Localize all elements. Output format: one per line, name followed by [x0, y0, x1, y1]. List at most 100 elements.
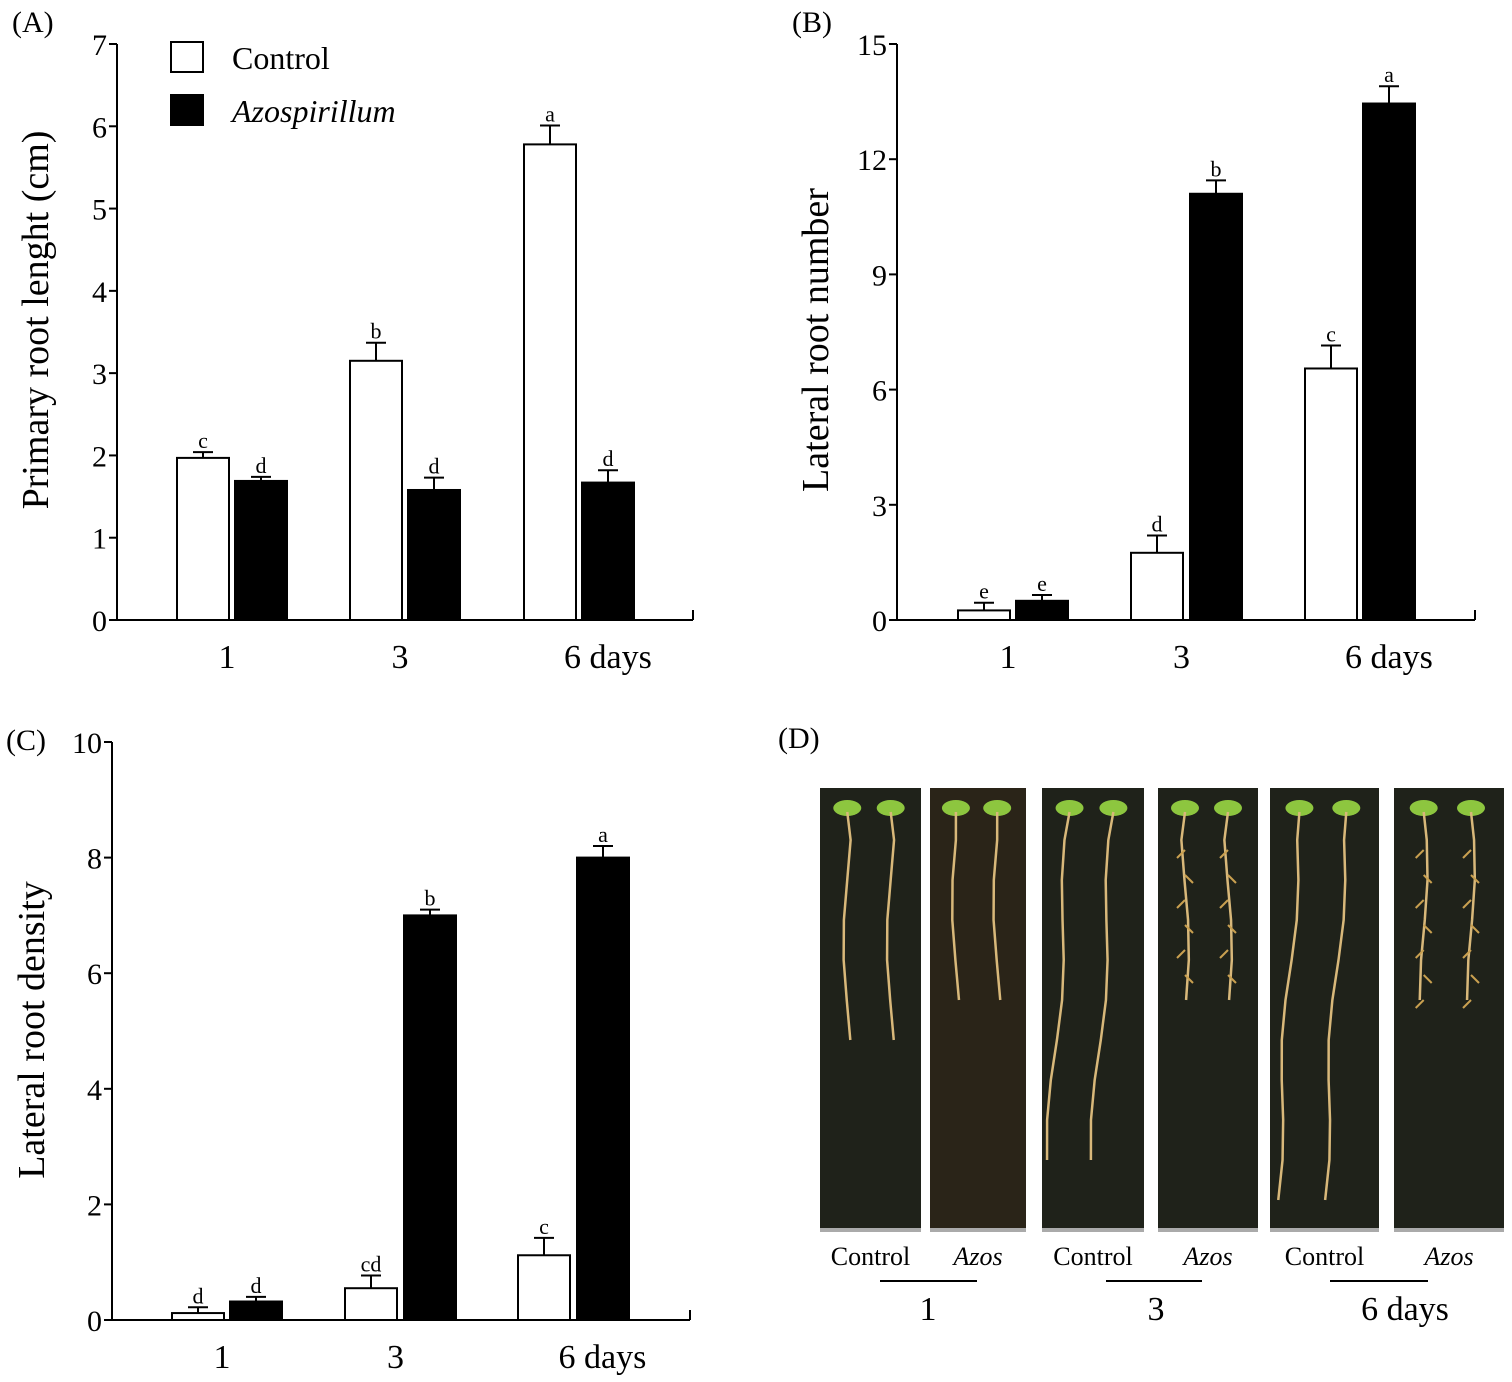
root	[1277, 811, 1301, 1201]
x-tick-label: 1	[1000, 639, 1017, 676]
seedling-photo	[930, 788, 1026, 1232]
significance-letter: c	[1326, 321, 1336, 346]
photo-background	[1270, 788, 1379, 1232]
y-tick-label: 0	[92, 605, 107, 638]
lateral-root	[1462, 949, 1472, 959]
cotyledon	[1409, 800, 1438, 816]
significance-letter: b	[425, 886, 436, 911]
lateral-root	[1470, 924, 1480, 934]
y-tick-label: 12	[857, 144, 887, 177]
chart-panel-c: (C) 0 2 4 6 8 10 Lateral root density 1 3 6 days d c…	[6, 724, 691, 1376]
day-label: 6 days	[1361, 1291, 1449, 1328]
seedling-photo	[820, 788, 921, 1232]
cotyledon	[1214, 800, 1242, 816]
y-tick-label: 3	[872, 490, 887, 523]
lateral-root	[1219, 899, 1229, 909]
x-tick-label: 6 days	[1345, 639, 1433, 676]
root	[1323, 811, 1348, 1201]
photo-edge	[1270, 1228, 1379, 1232]
y-tick-label: 6	[92, 111, 107, 144]
cotyledon	[1285, 800, 1314, 816]
chart-panel-a: (A) 0 1 2 3 4 5 6 7 Primary root lenght (cm) 1 3 6 d…	[12, 6, 694, 676]
y-tick-label: 8	[87, 843, 102, 876]
lateral-root	[1470, 974, 1480, 984]
panel-label: (A)	[12, 6, 54, 39]
legend-label: Azospirillum	[230, 93, 396, 129]
root	[1045, 811, 1071, 1161]
y-axis-label: Lateral root density	[11, 881, 53, 1179]
significance-letter: d	[251, 1273, 262, 1298]
root	[1089, 811, 1115, 1161]
treatment-label: Azos	[1422, 1242, 1473, 1271]
bar-azospirillum	[576, 856, 630, 1321]
photo-edge	[930, 1228, 1026, 1232]
seedling-photo-panel: (D) Control Azos Control Azos Control Azos 1 3 6 …	[778, 722, 1504, 1328]
significance-letter: a	[598, 822, 608, 847]
root	[951, 811, 961, 1001]
cotyledon	[1099, 800, 1128, 816]
lateral-root	[1422, 874, 1433, 884]
root	[1418, 811, 1429, 1001]
bar-control	[344, 1287, 398, 1321]
lateral-root	[1176, 849, 1186, 859]
x-tick-label: 3	[1173, 639, 1190, 676]
root	[1180, 811, 1191, 1001]
bar-azospirillum	[1189, 192, 1243, 621]
cotyledon	[1332, 800, 1361, 816]
y-tick-label: 15	[857, 29, 887, 62]
bar-azospirillum	[1015, 599, 1069, 621]
panel-label: (B)	[792, 6, 832, 39]
root	[1223, 811, 1234, 1001]
photo-edge	[1394, 1228, 1504, 1232]
lateral-root	[1176, 899, 1186, 909]
seedling-photo	[1270, 788, 1379, 1232]
lateral-root	[1462, 849, 1472, 859]
bar-control	[1304, 367, 1358, 622]
lateral-root	[1470, 874, 1480, 884]
lateral-root	[1184, 874, 1194, 884]
x-tick-label: 3	[392, 639, 409, 676]
root	[1465, 811, 1477, 1001]
y-tick-label: 5	[92, 194, 107, 227]
x-tick-label: 1	[214, 1339, 231, 1376]
y-tick-label: 6	[87, 958, 102, 991]
x-tick-label: 6 days	[564, 639, 652, 676]
bar-control	[176, 456, 230, 622]
y-tick-label: 3	[92, 358, 107, 391]
y-axis-label: Primary root lenght (cm)	[15, 131, 57, 510]
treatment-label: Control	[831, 1242, 910, 1271]
significance-letter: d	[193, 1283, 204, 1308]
lateral-root	[1184, 924, 1194, 934]
lateral-root	[1227, 974, 1237, 984]
lateral-root	[1462, 899, 1472, 909]
photo-background	[1394, 788, 1504, 1232]
lateral-root	[1414, 999, 1425, 1009]
photo-edge	[1042, 1228, 1144, 1232]
significance-letter: a	[545, 101, 555, 126]
x-tick-label: 3	[387, 1339, 404, 1376]
x-tick-label: 1	[219, 639, 236, 676]
bar-control	[523, 143, 577, 621]
treatment-label: Azos	[951, 1242, 1002, 1271]
bar-control	[957, 609, 1011, 622]
lateral-root	[1219, 849, 1229, 859]
lateral-root	[1184, 974, 1194, 984]
significance-letter: b	[1211, 156, 1222, 181]
legend-label: Control	[232, 40, 330, 76]
y-tick-label: 6	[872, 375, 887, 408]
significance-letter: d	[1152, 512, 1163, 537]
seedling-photo	[1394, 788, 1504, 1232]
lateral-root	[1462, 999, 1472, 1009]
lateral-root	[1176, 949, 1186, 959]
y-tick-label: 4	[92, 276, 107, 309]
y-tick-label: 0	[872, 605, 887, 638]
root	[885, 811, 896, 1041]
significance-letter: b	[371, 319, 382, 344]
cotyledon	[983, 800, 1012, 816]
y-tick-label: 9	[872, 259, 887, 292]
y-tick-label: 4	[87, 1074, 102, 1107]
bar-control	[171, 1312, 225, 1321]
bar-control	[1130, 551, 1184, 621]
lateral-root	[1414, 849, 1425, 859]
photo-background	[1042, 788, 1144, 1232]
